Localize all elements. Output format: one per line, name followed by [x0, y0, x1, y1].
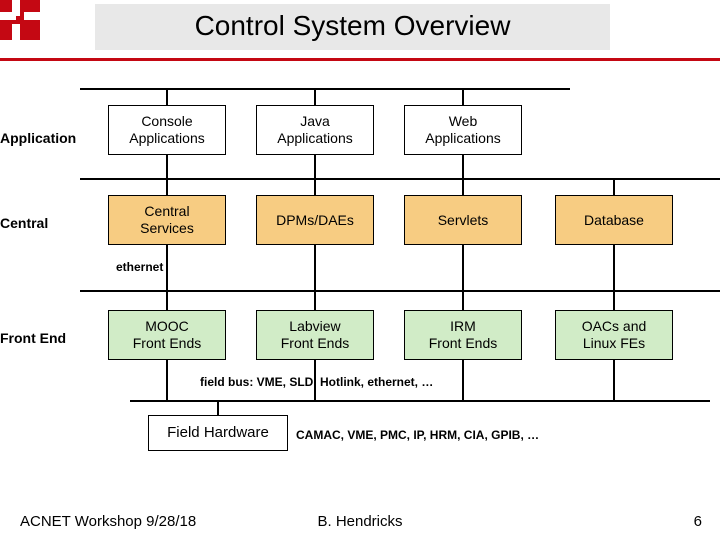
page-title: Control System Overview: [95, 10, 610, 42]
box-label: IRMFront Ends: [429, 318, 497, 352]
box-label: ConsoleApplications: [129, 113, 205, 147]
box-label: Servlets: [438, 212, 489, 229]
box-label: WebApplications: [425, 113, 501, 147]
box-label: Database: [584, 212, 644, 229]
link: [462, 360, 464, 400]
box-console-applications: ConsoleApplications: [108, 105, 226, 155]
box-label: CentralServices: [140, 203, 194, 237]
link: [613, 245, 615, 291]
stub: [166, 290, 168, 310]
box-java-applications: JavaApplications: [256, 105, 374, 155]
stub: [314, 88, 316, 106]
box-field-hardware: Field Hardware: [148, 415, 288, 451]
box-oacs-linux-fes: OACs andLinux FEs: [555, 310, 673, 360]
stub: [462, 178, 464, 196]
stub: [166, 88, 168, 106]
stub: [613, 178, 615, 196]
link: [462, 155, 464, 179]
link: [462, 245, 464, 291]
link: [166, 155, 168, 179]
stub: [166, 178, 168, 196]
stub: [462, 290, 464, 310]
header-rule: [0, 58, 720, 61]
box-central-services: CentralServices: [108, 195, 226, 245]
stub: [462, 88, 464, 106]
stub: [314, 290, 316, 310]
stub: [314, 178, 316, 196]
label-fieldbus: field bus: VME, SLD, Hotlink, ethernet, …: [200, 375, 433, 389]
box-label: LabviewFront Ends: [281, 318, 349, 352]
link: [613, 360, 615, 400]
link: [166, 360, 168, 400]
bus-application: [80, 88, 570, 90]
logo-icon: [0, 0, 40, 40]
link: [314, 155, 316, 179]
row-label-central: Central: [0, 215, 48, 231]
link: [314, 245, 316, 291]
footer-center: B. Hendricks: [0, 513, 720, 530]
stub: [217, 400, 219, 416]
box-label: MOOCFront Ends: [133, 318, 201, 352]
footer-page-number: 6: [694, 513, 702, 530]
bus-frontend: [80, 290, 720, 292]
box-label: DPMs/DAEs: [276, 212, 354, 229]
box-mooc-frontends: MOOCFront Ends: [108, 310, 226, 360]
row-label-application: Application: [0, 130, 76, 146]
box-label: JavaApplications: [277, 113, 353, 147]
box-web-applications: WebApplications: [404, 105, 522, 155]
label-ethernet: ethernet: [116, 260, 163, 274]
box-irm-frontends: IRMFront Ends: [404, 310, 522, 360]
bus-central: [80, 178, 720, 180]
link: [166, 245, 168, 291]
box-label: OACs andLinux FEs: [582, 318, 647, 352]
stub: [613, 290, 615, 310]
box-label: Field Hardware: [167, 424, 269, 442]
box-dpms-daes: DPMs/DAEs: [256, 195, 374, 245]
box-database: Database: [555, 195, 673, 245]
box-servlets: Servlets: [404, 195, 522, 245]
row-label-frontend: Front End: [0, 330, 66, 346]
label-hw-protocols: CAMAC, VME, PMC, IP, HRM, CIA, GPIB, …: [296, 428, 539, 442]
box-labview-frontends: LabviewFront Ends: [256, 310, 374, 360]
